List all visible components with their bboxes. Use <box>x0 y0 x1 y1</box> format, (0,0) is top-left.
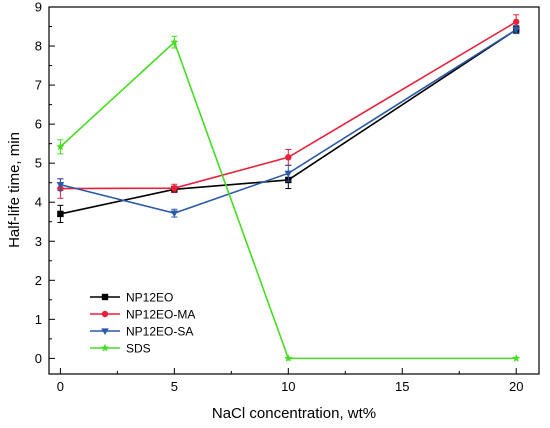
series-line <box>59 40 517 360</box>
y-tick-label: 8 <box>35 39 42 54</box>
data-point <box>171 184 178 192</box>
x-tick-label: 10 <box>281 379 295 394</box>
legend-marker <box>101 310 109 318</box>
legend-label: NP12EO-SA <box>126 325 193 339</box>
data-point <box>284 170 293 178</box>
legend-marker <box>101 343 109 352</box>
axes: 0 5 10 15 20 0 1 2 3 4 5 6 7 8 9 <box>35 0 524 394</box>
legend-label: SDS <box>126 342 151 356</box>
data-point <box>284 354 293 362</box>
legend-marker <box>101 328 109 335</box>
x-tick-label: 15 <box>395 379 409 394</box>
data-point <box>512 354 521 362</box>
legend-label: NP12EO-MA <box>126 308 195 322</box>
y-tick-label: 3 <box>35 234 42 249</box>
legend-label: NP12EO <box>126 291 173 305</box>
data-point <box>513 18 520 26</box>
x-tick-label: 20 <box>509 379 523 394</box>
y-tick-label: 5 <box>35 156 42 171</box>
y-tick-label: 7 <box>35 78 42 93</box>
y-tick-label: 2 <box>35 273 42 288</box>
data-point <box>512 27 521 34</box>
legend-entry: NP12EO-MA <box>90 308 195 322</box>
y-tick-label: 4 <box>35 195 42 210</box>
x-axis-title: NaCl concentration, wt% <box>212 405 376 422</box>
series-line <box>60 28 517 215</box>
series-np12eo <box>57 25 520 224</box>
data-point <box>56 182 65 189</box>
plot-frame <box>48 6 540 375</box>
y-tick-label: 6 <box>35 117 42 132</box>
legend-entry: NP12EO-SA <box>90 325 193 339</box>
legend-entry: NP12EO <box>90 291 173 305</box>
data-point <box>57 210 64 218</box>
data-point <box>285 154 292 161</box>
series-np12eo-sa <box>56 25 521 218</box>
y-tick-label: 0 <box>35 351 42 366</box>
series-line <box>60 28 517 214</box>
series-line <box>60 21 517 190</box>
series-sds <box>56 35 521 362</box>
series-layer <box>56 14 521 362</box>
y-axis-title: Half-life time, min <box>6 132 23 248</box>
y-tick-label: 9 <box>35 0 42 15</box>
y-tick-label: 1 <box>35 312 42 327</box>
legend-marker <box>101 293 109 301</box>
data-point <box>170 37 179 46</box>
x-tick-label: 0 <box>57 379 64 394</box>
data-point <box>170 210 179 218</box>
legend: NP12EO NP12EO-MA NP12EO-SA SDS <box>90 291 195 356</box>
x-tick-label: 5 <box>171 379 178 394</box>
legend-entry: SDS <box>90 342 151 356</box>
data-point <box>56 142 65 151</box>
